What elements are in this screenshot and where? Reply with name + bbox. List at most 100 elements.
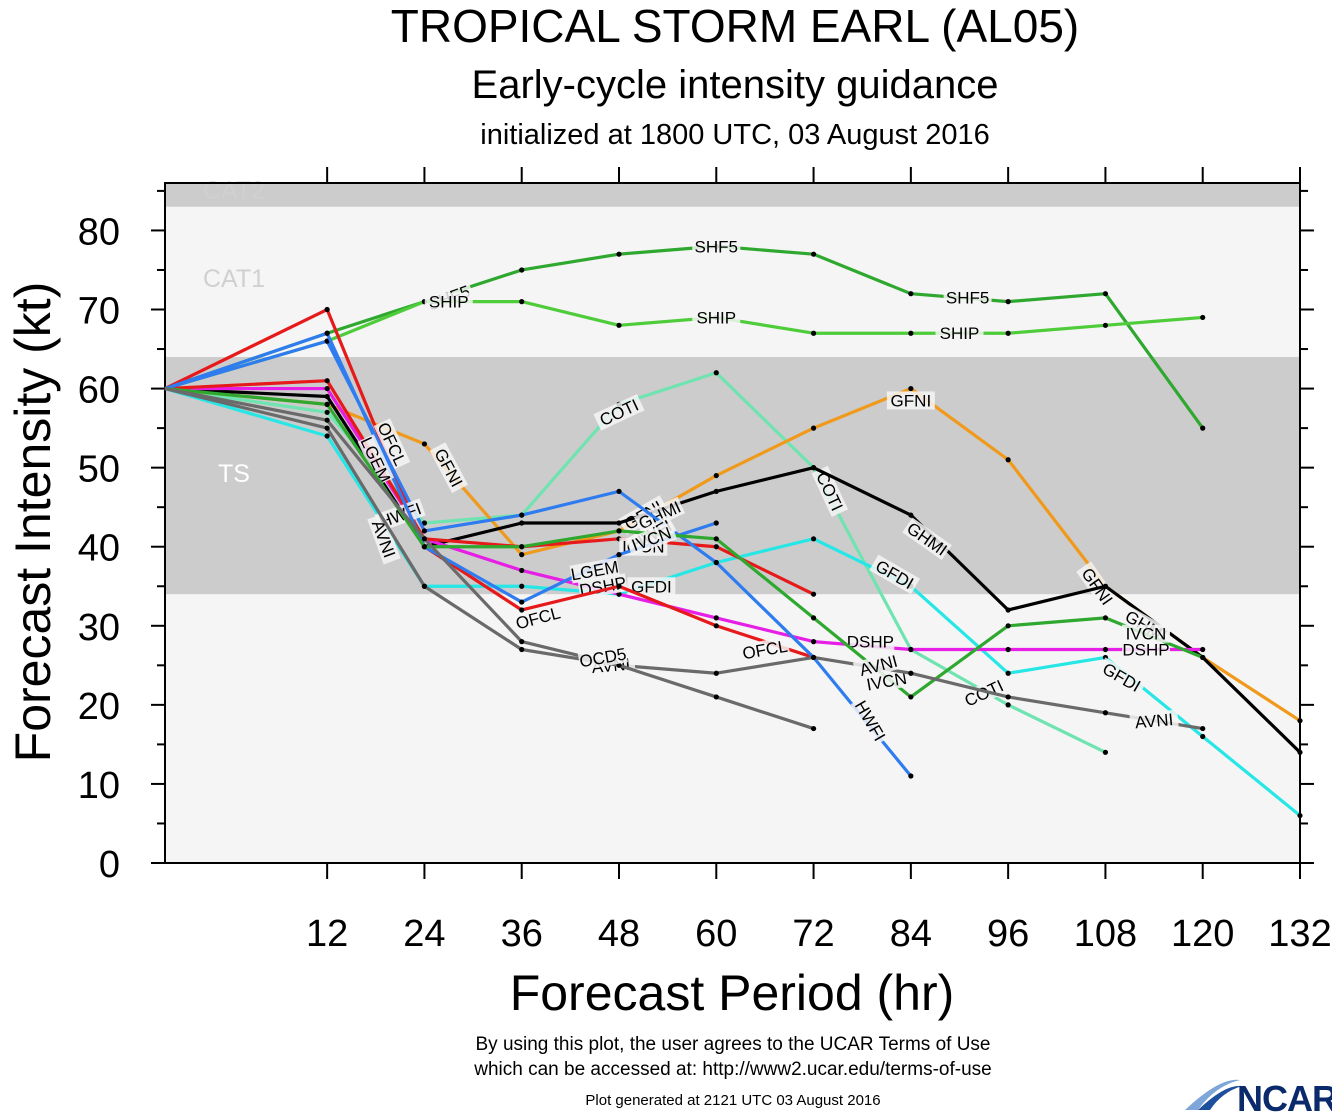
data-point [810,330,817,336]
band-cat2 [165,183,1300,207]
data-point [1005,670,1011,676]
label-backdrop [850,695,891,746]
x-tick-label: 12 [306,913,348,955]
intensity-chart: TS CAT1 CAT2 0 10 20 30 40 50 60 70 80 12 24 36 48 60 72 8… [5,167,1332,1021]
data-point [1102,322,1109,328]
x-tick-label: 48 [598,913,640,955]
data-point [1200,425,1206,431]
data-point [908,385,914,392]
label-backdrop [1121,640,1170,659]
data-point [713,694,719,700]
data-point [908,670,914,676]
ncar-logo-icon [1185,1079,1242,1110]
label-backdrop [633,496,686,534]
series-label-text: SHIP [429,293,469,312]
data-point [713,623,719,629]
series-label-dshp: DSHP [1121,640,1170,660]
x-tick-label: 60 [695,913,737,955]
data-point [324,417,330,423]
data-point [908,694,914,700]
data-point [1005,646,1011,653]
label-backdrop [692,308,741,327]
chart-title: TROPICAL STORM EARL (AL05) [390,0,1080,52]
y-tick-label: 30 [78,607,120,649]
data-point [421,536,428,542]
label-backdrop [811,465,849,517]
data-point [810,536,817,542]
data-point [421,520,428,526]
label-backdrop [943,288,992,307]
label-backdrop [627,577,676,596]
label-backdrop [1129,709,1179,732]
data-point [519,639,525,645]
data-point [1102,291,1109,297]
data-point [1005,330,1011,336]
data-point [519,552,525,558]
data-point [616,552,622,558]
data-point [713,370,719,376]
data-point [713,488,719,494]
label-backdrop [373,418,411,470]
series-label-text: AVNI [1134,710,1174,732]
series-label-text: GFDI [631,577,672,596]
series-label-gfdi: GFDI [627,577,676,596]
x-tick-label: 96 [987,913,1029,955]
data-point [1102,710,1109,716]
y-tick-label: 50 [78,449,120,491]
data-point [519,267,525,273]
data-point [519,512,525,518]
data-point [324,385,330,392]
data-point [616,583,622,589]
x-tick-label: 132 [1268,913,1331,955]
label-backdrop [357,434,395,486]
label-backdrop [935,324,984,343]
data-point [324,433,330,439]
band-label-cat2: CAT2 [203,177,265,205]
terms-line-1: By using this plot, the user agrees to t… [475,1034,991,1055]
band-cat1 [165,206,1300,357]
band-label-cat1: CAT1 [203,265,265,293]
data-point [616,322,622,328]
data-point [713,536,719,542]
series-label-text: SHF5 [695,237,738,256]
data-point [519,299,525,305]
data-point [1102,583,1109,589]
data-point [1005,623,1011,629]
data-point [1297,812,1303,819]
label-backdrop [367,513,401,565]
label-backdrop [625,522,678,556]
label-backdrop [869,554,920,595]
y-tick-label: 60 [78,370,120,412]
data-point [1200,654,1206,661]
x-tick-label: 36 [501,913,543,955]
data-point [519,599,525,605]
data-point [324,409,330,415]
series-label-text: IVCN [1126,625,1167,644]
data-point [519,520,525,526]
data-point [1200,733,1206,740]
data-point [1297,749,1303,755]
init-time: initialized at 1800 UTC, 03 August 2016 [480,119,990,151]
series-label-gfni: GFNI [886,391,935,410]
y-tick-label: 20 [78,686,120,728]
data-point [519,646,525,653]
data-point [1297,718,1303,724]
data-point [421,528,428,534]
data-point [1200,725,1206,732]
series-label-text: SHIP [696,308,736,327]
data-point [616,662,622,668]
x-tick-label: 120 [1171,913,1234,955]
series-label-shf5: SHF5 [692,237,741,256]
series-label-ship: SHIP [424,292,473,312]
data-point [713,472,719,479]
label-backdrop [593,394,645,431]
label-backdrop [692,237,741,256]
y-tick-label: 80 [78,211,120,253]
data-point [324,425,330,431]
data-point [1005,457,1011,463]
series-label-shf5: SHF5 [943,288,992,308]
label-backdrop [852,650,904,681]
data-point [713,670,719,676]
series-label-ship: SHIP [935,324,984,343]
series-label-dshp: DSHP [846,632,895,652]
